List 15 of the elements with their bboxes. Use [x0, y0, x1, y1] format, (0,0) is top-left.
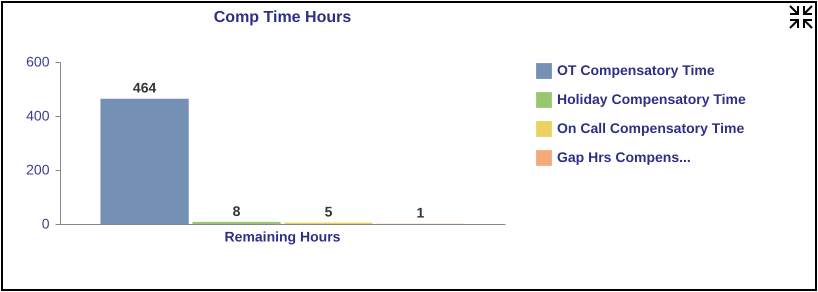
data-label: 5 — [324, 204, 333, 220]
data-label: 8 — [232, 202, 241, 219]
x-tick-label: Remaining Hours — [224, 228, 341, 244]
data-label: 464 — [132, 80, 156, 96]
legend-label: On Call Compensatory Time — [557, 120, 744, 136]
y-tick-label: 200 — [26, 162, 50, 178]
legend-label: Gap Hrs Compens... — [557, 149, 691, 165]
chart-title: Comp Time Hours — [214, 9, 352, 26]
data-label: 1 — [416, 204, 425, 221]
bar — [100, 98, 189, 224]
legend-label: OT Compensatory Time — [557, 62, 715, 78]
y-tick-label: 600 — [26, 54, 50, 70]
legend-label: Holiday Compensatory Time — [557, 91, 746, 107]
y-tick-label: 400 — [26, 108, 50, 124]
y-tick-label: 0 — [42, 216, 50, 232]
